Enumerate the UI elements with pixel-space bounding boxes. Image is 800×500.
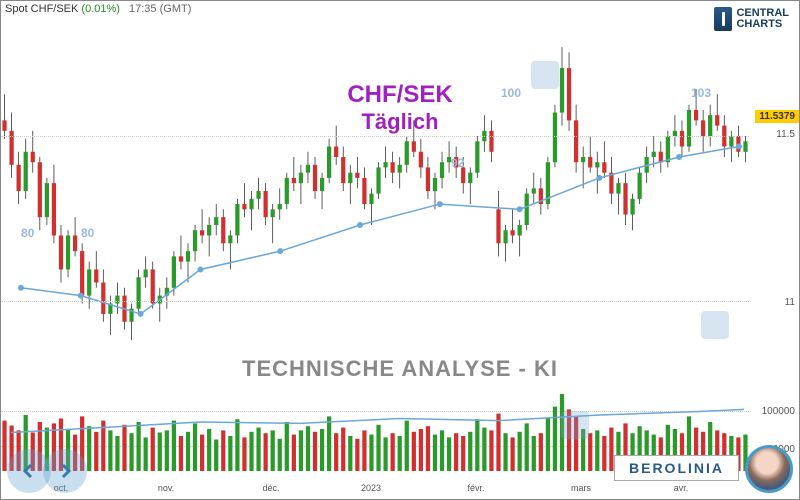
- price-y-axis: 11.5 11: [749, 21, 799, 361]
- watermark-number: 100: [501, 86, 521, 100]
- timestamp: 17:35 (GMT): [129, 3, 191, 15]
- watermark-number: 92: [451, 156, 464, 170]
- instrument-label: Spot CHF/SEK: [5, 3, 78, 15]
- watermark-number: 103: [691, 86, 711, 100]
- chart-header: Spot CHF/SEK (0.01%) 17:35 (GMT): [5, 3, 191, 15]
- berolinia-badge: BEROLINIA: [614, 455, 739, 481]
- watermark-icon: [561, 411, 589, 439]
- central-charts-logo: CENTRAL CHARTS: [714, 7, 789, 31]
- x-label: 2023: [361, 483, 381, 493]
- gridline: [1, 301, 749, 302]
- x-label: févr.: [467, 483, 484, 493]
- x-label: mars: [571, 483, 591, 493]
- assistant-avatar[interactable]: [745, 445, 793, 493]
- watermark-icon: [701, 311, 729, 339]
- x-label: nov.: [158, 483, 174, 493]
- x-label: avr.: [674, 483, 689, 493]
- watermark-icon: [531, 61, 559, 89]
- y-label: 11.5: [776, 129, 795, 140]
- x-axis: oct.nov.déc.2023févr.marsavr.: [1, 483, 749, 497]
- watermark-number: 80: [21, 226, 34, 240]
- price-chart[interactable]: [1, 21, 749, 361]
- current-price-tag: 11.5379: [755, 110, 799, 123]
- y-label: 100000: [762, 406, 795, 417]
- change-percent: (0.01%): [81, 3, 120, 15]
- watermark-number: 80: [81, 226, 94, 240]
- logo-icon: [714, 7, 732, 31]
- chart-title-interval: Täglich: [361, 109, 438, 135]
- nav-next-button[interactable]: [43, 449, 87, 493]
- chart-title-analysis: TECHNISCHE ANALYSE - KI: [242, 356, 558, 382]
- gridline: [1, 136, 749, 137]
- chart-title-pair: CHF/SEK: [347, 81, 452, 109]
- x-label: déc.: [262, 483, 279, 493]
- chart-container: Spot CHF/SEK (0.01%) 17:35 (GMT) CENTRAL…: [0, 0, 800, 500]
- logo-text: CENTRAL CHARTS: [736, 8, 789, 30]
- y-label: 11: [785, 297, 795, 308]
